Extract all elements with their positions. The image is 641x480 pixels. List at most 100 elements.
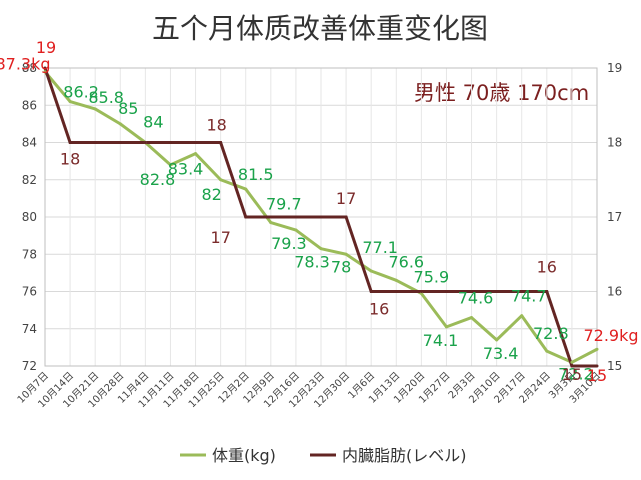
- y-right-tick-label: 18: [607, 136, 622, 150]
- data-label-fat: 17: [211, 228, 231, 247]
- point-weight: [168, 163, 172, 167]
- data-label-weight: 72.9kg: [583, 326, 638, 345]
- point-fat: [68, 141, 72, 144]
- legend-label-weight: 体重(kg): [212, 446, 276, 465]
- point-fat: [344, 215, 348, 219]
- y-left-tick-label: 88: [22, 61, 37, 75]
- y-left-tick-label: 78: [22, 247, 37, 261]
- y-left-tick-label: 72: [22, 359, 37, 373]
- point-fat: [319, 215, 323, 219]
- point-fat: [520, 290, 524, 293]
- plot-frame: [44, 67, 598, 367]
- axis-layer: 727476788082848688151617181910月7日10月14日1…: [15, 61, 622, 410]
- data-label-fat: 15: [562, 365, 582, 384]
- point-weight: [444, 325, 448, 329]
- point-fat: [470, 290, 474, 293]
- data-label-weight: 79.3: [271, 234, 307, 253]
- data-label-weight: 79.7: [266, 195, 302, 214]
- point-weight: [595, 347, 599, 351]
- data-label-weight: 85.8: [88, 88, 124, 107]
- data-label-weight: 72.2: [558, 364, 594, 383]
- point-fat: [269, 215, 273, 219]
- data-label-fat: 17: [336, 189, 356, 208]
- series-layer: [43, 66, 599, 368]
- point-fat: [570, 364, 574, 368]
- point-fat: [168, 141, 172, 144]
- y-left-tick-label: 74: [22, 322, 37, 336]
- data-label-weight: 85: [118, 99, 138, 118]
- point-weight: [369, 269, 373, 273]
- data-label-weight: 78: [331, 257, 351, 276]
- chart-subtitle: 男性 70歳 170cm: [414, 81, 589, 105]
- y-left-tick-label: 80: [22, 210, 37, 224]
- data-label-fat: 18: [206, 116, 226, 135]
- y-left-tick-label: 84: [22, 136, 37, 150]
- data-label-weight: 75.9: [414, 267, 450, 286]
- point-fat: [244, 215, 248, 219]
- point-fat: [143, 141, 147, 144]
- point-fat: [93, 141, 97, 144]
- point-fat: [219, 141, 223, 144]
- data-label-weight: 81.5: [238, 165, 274, 184]
- point-weight: [470, 316, 474, 320]
- data-label-weight: 84: [143, 113, 163, 132]
- point-weight: [219, 178, 223, 182]
- point-fat: [43, 66, 47, 70]
- y-left-tick-label: 86: [22, 98, 37, 112]
- point-fat: [369, 290, 373, 293]
- point-fat: [118, 141, 122, 144]
- data-label-weight: 74.1: [423, 331, 459, 350]
- point-weight: [269, 221, 273, 225]
- y-right-tick-label: 19: [607, 61, 622, 75]
- point-weight: [570, 360, 574, 364]
- chart-title: 五个月体质改善体重变化图: [152, 12, 488, 45]
- point-weight: [118, 122, 122, 126]
- data-label-weight: 77.1: [362, 238, 398, 257]
- point-fat: [595, 364, 599, 368]
- y-right-tick-label: 15: [607, 359, 622, 373]
- point-fat: [394, 290, 398, 293]
- point-weight: [244, 187, 248, 191]
- legend-label-fat: 内臓脂肪(レベル): [342, 446, 467, 465]
- data-label-fat: 16: [537, 258, 557, 277]
- point-fat: [545, 290, 549, 293]
- y-left-tick-label: 82: [22, 173, 37, 187]
- point-weight: [394, 278, 398, 282]
- data-label-weight: 87.3kg: [0, 55, 51, 74]
- data-label-fat: 16: [369, 300, 389, 319]
- point-fat: [444, 290, 448, 293]
- y-left-tick-label: 76: [22, 285, 37, 299]
- point-weight: [294, 228, 298, 232]
- point-weight: [495, 338, 499, 342]
- point-weight: [520, 314, 524, 318]
- y-right-tick-label: 17: [607, 210, 622, 224]
- y-right-tick-label: 16: [607, 285, 622, 299]
- data-label-weight: 82.8: [140, 170, 176, 189]
- data-label-weight: 72.8: [533, 324, 569, 343]
- data-label-fat: 15: [587, 366, 607, 385]
- data-label-weight: 76.6: [388, 252, 424, 271]
- point-weight: [194, 152, 198, 156]
- data-label-weight: 74.6: [458, 289, 494, 308]
- point-weight: [43, 70, 47, 74]
- data-label-weight: 83.4: [168, 160, 204, 179]
- data-label-weight: 86.2: [63, 83, 99, 102]
- data-label-fat: 19: [36, 38, 56, 57]
- point-weight: [344, 252, 348, 256]
- data-label-weight: 78.3: [294, 253, 330, 272]
- data-label-weight: 74.7: [511, 287, 547, 306]
- point-fat: [495, 290, 499, 293]
- point-weight: [93, 107, 97, 111]
- point-fat: [194, 141, 198, 144]
- point-weight: [545, 349, 549, 353]
- data-label-fat: 18: [60, 150, 80, 169]
- data-label-weight: 73.4: [483, 344, 519, 363]
- point-weight: [68, 100, 72, 104]
- point-fat: [419, 290, 423, 293]
- point-fat: [294, 215, 298, 219]
- data-label-weight: 82: [201, 185, 221, 204]
- legend: 体重(kg) 内臓脂肪(レベル): [180, 446, 467, 465]
- label-layer: 87.3kg 86.285.885 84 82.883.4 82 81.5 79.7 79.3…: [0, 38, 639, 385]
